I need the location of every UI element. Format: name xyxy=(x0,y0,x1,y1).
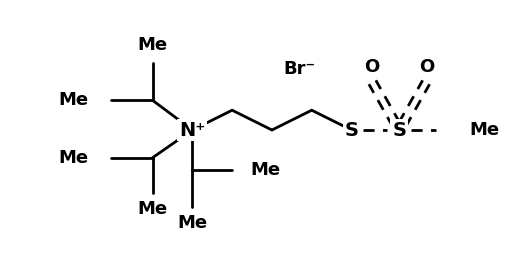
Text: Me: Me xyxy=(137,200,167,218)
Text: O: O xyxy=(420,58,435,76)
Text: Me: Me xyxy=(177,214,207,232)
Text: S: S xyxy=(345,120,358,140)
Text: Me: Me xyxy=(469,121,499,139)
Text: Me: Me xyxy=(250,161,280,179)
Text: N⁺: N⁺ xyxy=(179,120,205,140)
Text: Me: Me xyxy=(59,91,89,109)
Text: Me: Me xyxy=(59,149,89,167)
Text: Br⁻: Br⁻ xyxy=(284,60,316,78)
Text: Me: Me xyxy=(137,36,167,54)
Text: O: O xyxy=(364,58,379,76)
Text: S: S xyxy=(392,120,406,140)
